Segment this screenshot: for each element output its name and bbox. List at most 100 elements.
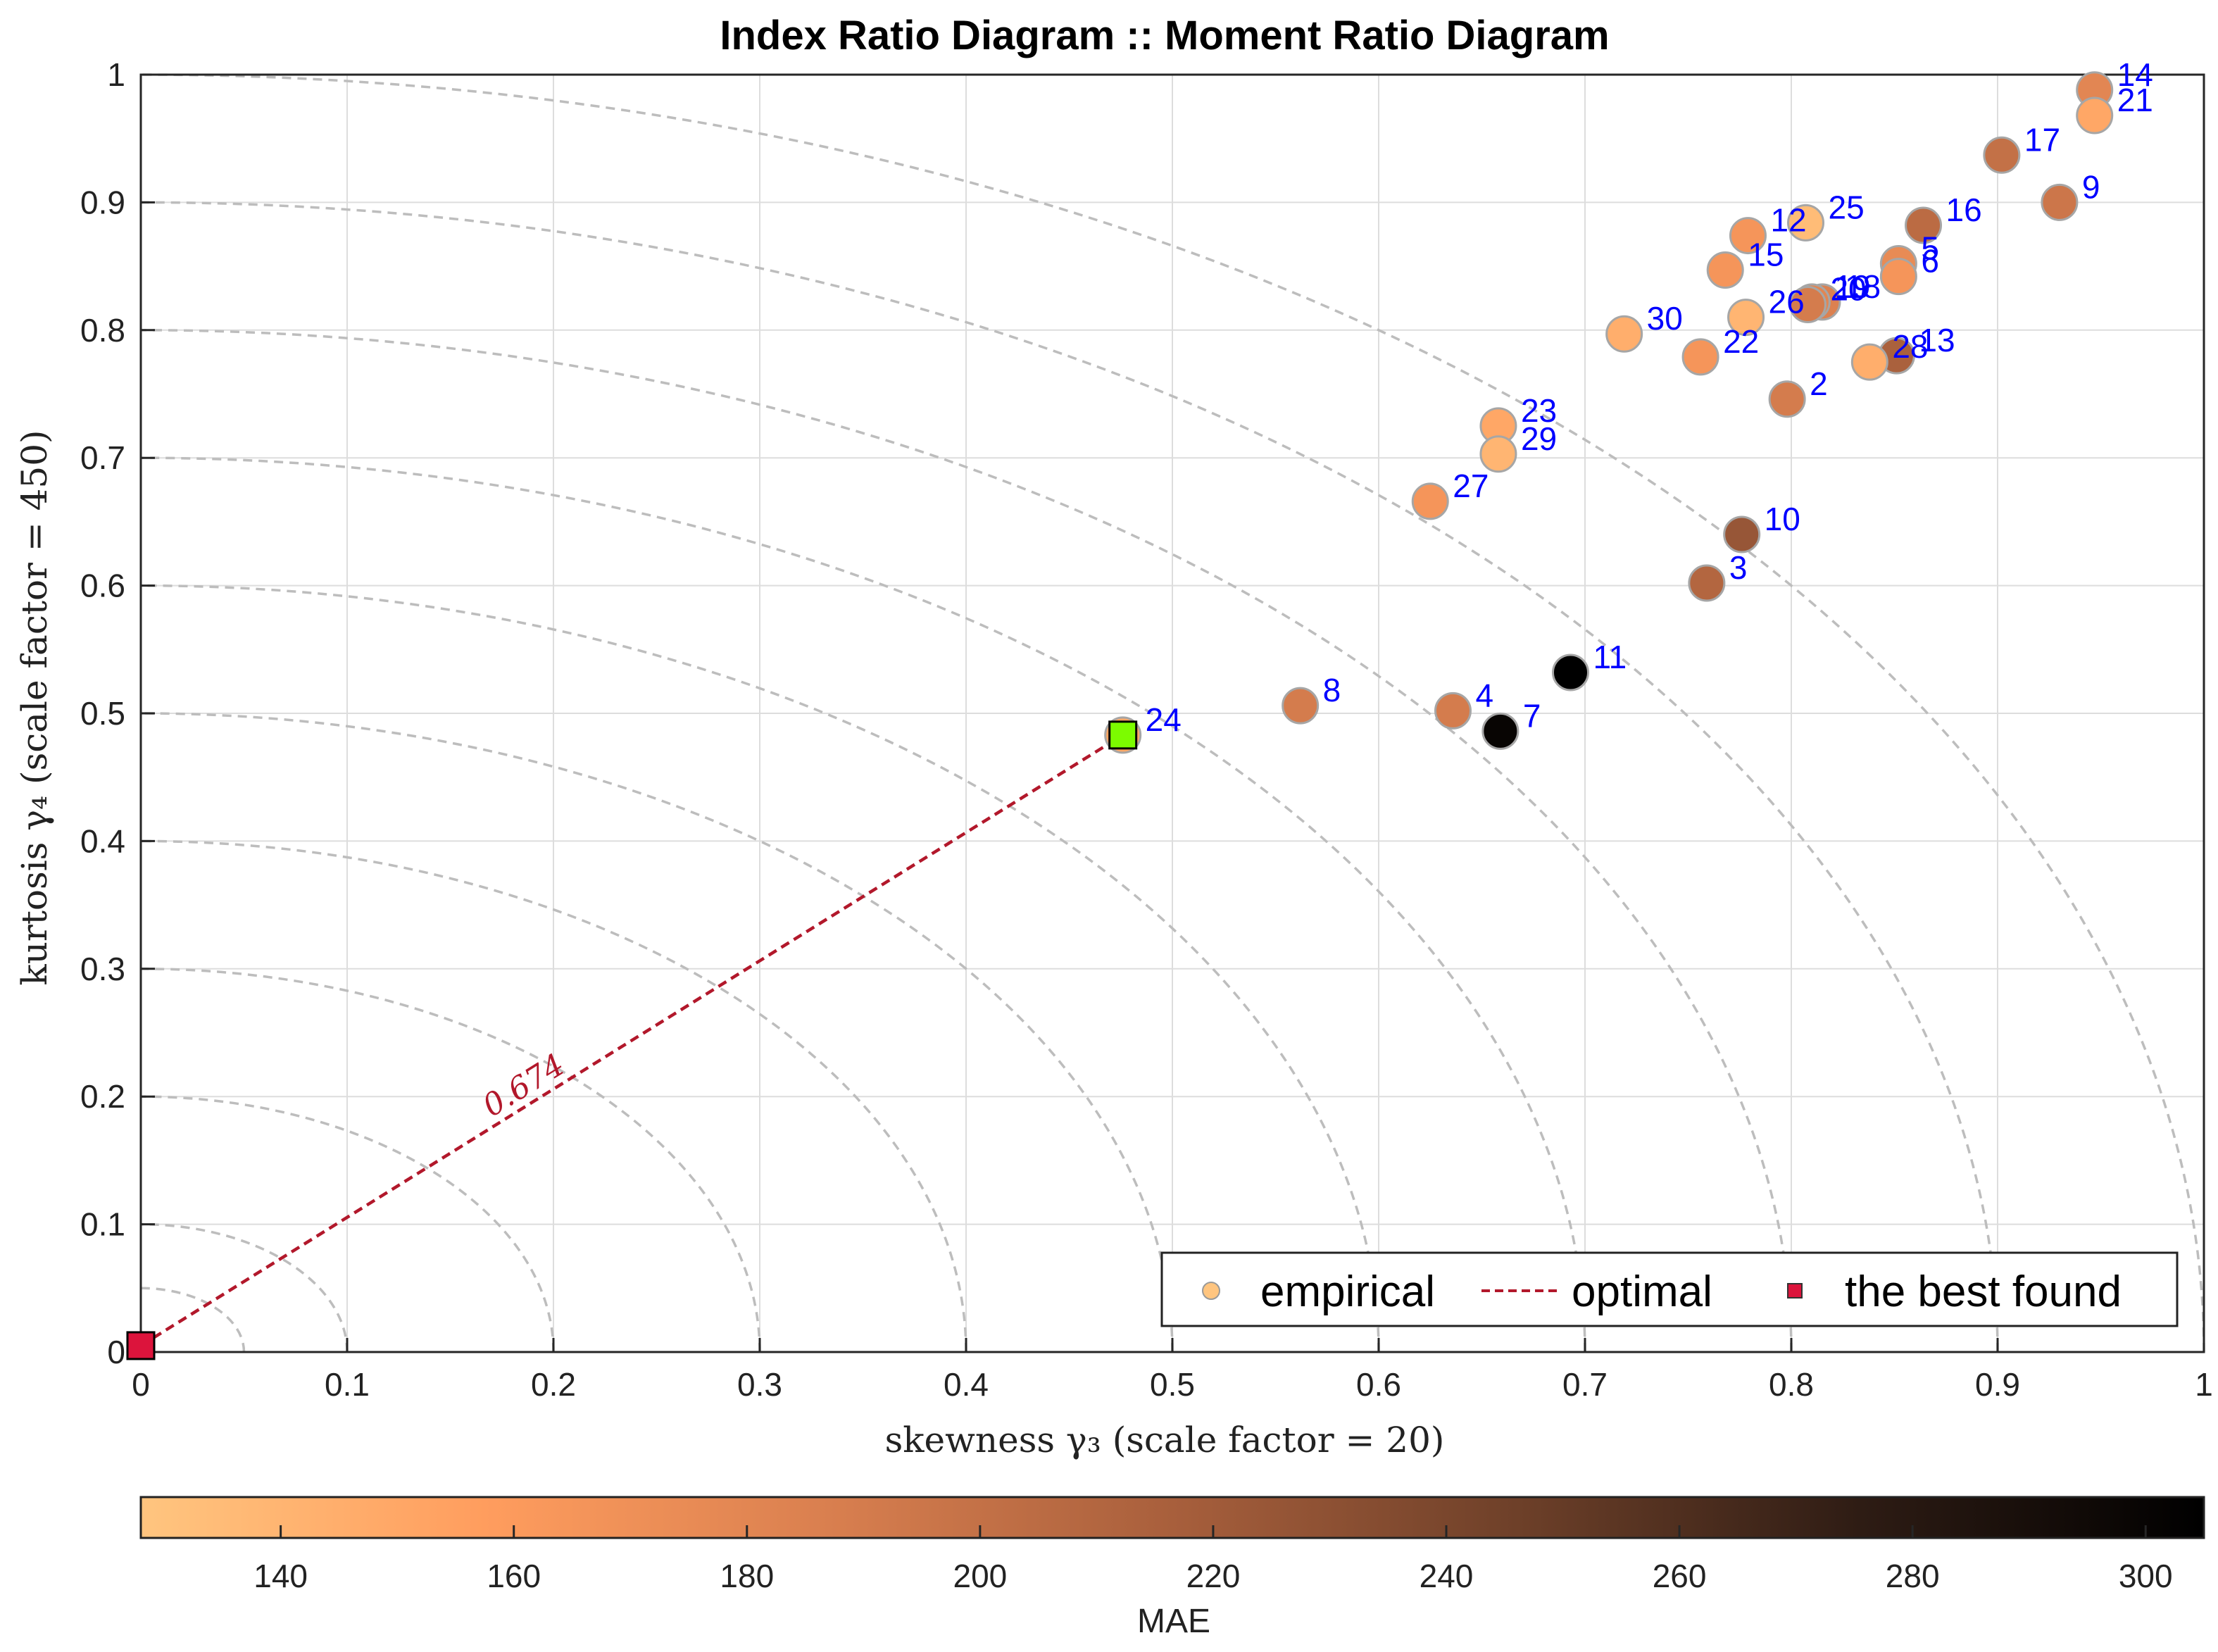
y-tick-label: 0.3 xyxy=(80,951,125,987)
distance-arc-5 xyxy=(140,712,1174,1353)
point-20 xyxy=(1788,286,1827,324)
point-22 xyxy=(1681,338,1719,376)
point-label-11: 11 xyxy=(1593,639,1627,675)
x-tick-label: 0.4 xyxy=(944,1366,989,1403)
optimal-line xyxy=(139,733,1124,1347)
colorbar-label: MAE xyxy=(1137,1603,1210,1640)
point-30 xyxy=(1605,315,1643,353)
point-label-12: 12 xyxy=(1770,202,1806,239)
chart-title: Index Ratio Diagram :: Moment Ratio Diag… xyxy=(720,13,1609,58)
y-tick-label: 0.2 xyxy=(80,1078,125,1115)
point-label-27: 27 xyxy=(1453,468,1489,504)
point-9 xyxy=(2041,183,2079,221)
point-label-3: 3 xyxy=(1729,549,1748,586)
legend-best-found-marker xyxy=(1787,1283,1803,1299)
colorbar-gradient xyxy=(139,1496,2205,1539)
point-label-24: 24 xyxy=(1146,701,1182,738)
points-layer xyxy=(126,71,2114,1360)
y-tick-label: 0.7 xyxy=(80,439,125,476)
point-17 xyxy=(1983,136,2021,174)
optimal-distance-label: 0.674 xyxy=(477,1047,571,1125)
optimal-line-layer: 0.674 xyxy=(139,733,1124,1347)
colorbar-tick-label: 140 xyxy=(253,1558,308,1594)
point-25 xyxy=(1787,204,1825,242)
x-axis-label: skewness γ₃ (scale factor = 20) xyxy=(885,1420,1445,1460)
y-tick-label: 0.5 xyxy=(80,695,125,732)
point-label-10: 10 xyxy=(1765,501,1800,537)
point-label-17: 17 xyxy=(2024,121,2060,158)
point-label-16: 16 xyxy=(1946,192,1982,228)
y-tick-label: 0.8 xyxy=(80,312,125,349)
x-tick-label: 0.9 xyxy=(1975,1366,2020,1403)
point-label-21: 21 xyxy=(2117,82,2153,118)
point-3 xyxy=(1688,564,1726,602)
y-axis-label: kurtosis γ₄ (scale factor = 450) xyxy=(14,430,55,985)
point-10 xyxy=(1723,515,1761,553)
point-7 xyxy=(1481,712,1520,750)
point-label-22: 22 xyxy=(1723,323,1759,360)
distance-arc-4 xyxy=(140,839,967,1353)
point-11 xyxy=(1551,653,1589,692)
colorbar-tick-label: 280 xyxy=(1886,1558,1940,1594)
point-15 xyxy=(1706,251,1744,289)
y-tick-label: 0.1 xyxy=(80,1206,125,1243)
point-29 xyxy=(1479,435,1517,473)
x-tick-label: 0.5 xyxy=(1150,1366,1195,1403)
colorbar: 140 160 180 200 220 240 260 280 300 MAE xyxy=(139,1496,2205,1640)
point-label-6: 6 xyxy=(1921,243,1939,280)
point-27 xyxy=(1411,482,1449,520)
y-tick-label: 0.4 xyxy=(80,822,125,859)
legend-best-found-label: the best found xyxy=(1845,1268,2122,1316)
colorbar-tick-label: 260 xyxy=(1653,1558,1707,1594)
colorbar-tick-label: 200 xyxy=(953,1558,1007,1594)
point-label-29: 29 xyxy=(1521,420,1557,457)
x-tick-label: 0 xyxy=(132,1366,150,1403)
point-label-20: 20 xyxy=(1830,271,1866,308)
point-label-19: 19 xyxy=(1834,268,1870,305)
distance-arc-9 xyxy=(140,201,1999,1353)
colorbar-ticks: 140 160 180 200 220 240 260 280 300 xyxy=(253,1525,2173,1594)
distance-arcs xyxy=(140,73,2205,1353)
point-label-7: 7 xyxy=(1523,697,1541,734)
point-label-18: 18 xyxy=(1845,268,1881,305)
legend: empirical optimal the best found xyxy=(1160,1251,2179,1327)
point-4 xyxy=(1434,692,1472,730)
axes: 0 0.1 0.2 0.3 0.4 0.5 0.6 0.7 0.8 0.9 100.10.20.30… xyxy=(80,56,2213,1403)
point-label-13: 13 xyxy=(1919,322,1955,358)
point-label-14: 14 xyxy=(2117,56,2153,93)
point-label-4: 4 xyxy=(1475,677,1493,713)
point-label-2: 2 xyxy=(1810,365,1828,402)
distance-arc-6 xyxy=(140,584,1380,1353)
point-21 xyxy=(2076,96,2114,134)
point-12 xyxy=(1729,217,1767,255)
point-label-26: 26 xyxy=(1769,284,1805,320)
x-tick-label: 0.6 xyxy=(1356,1366,1401,1403)
distance-arc-2 xyxy=(140,1095,555,1353)
y-tick-label: 1 xyxy=(107,56,125,93)
distance-arc-0 xyxy=(140,1287,246,1353)
point-label-5: 5 xyxy=(1921,230,1939,266)
x-tick-label: 0.2 xyxy=(531,1366,576,1403)
colorbar-tick-label: 180 xyxy=(720,1558,774,1594)
y-tick-label: 0.9 xyxy=(80,184,125,220)
point-28 xyxy=(1850,343,1888,381)
colorbar-tick-label: 300 xyxy=(2119,1558,2173,1594)
best-point-marker xyxy=(1108,720,1138,750)
legend-empirical-label: empirical xyxy=(1260,1268,1435,1316)
point-2 xyxy=(1768,380,1806,418)
point-label-28: 28 xyxy=(1892,328,1928,365)
point-label-15: 15 xyxy=(1748,237,1784,273)
point-label-23: 23 xyxy=(1521,392,1557,429)
point-26 xyxy=(1727,299,1765,337)
point-label-30: 30 xyxy=(1647,300,1683,337)
legend-box xyxy=(1160,1251,2179,1327)
y-tick-label: 0.6 xyxy=(80,568,125,604)
distance-arc-10 xyxy=(140,73,2205,1353)
point-8 xyxy=(1282,687,1320,725)
x-tick-label: 0.8 xyxy=(1769,1366,1814,1403)
distance-arc-7 xyxy=(140,456,1586,1353)
x-tick-label: 0.3 xyxy=(737,1366,782,1403)
colorbar-tick-label: 220 xyxy=(1186,1558,1241,1594)
point-16 xyxy=(1905,206,1943,244)
legend-empirical-marker xyxy=(1202,1282,1220,1300)
